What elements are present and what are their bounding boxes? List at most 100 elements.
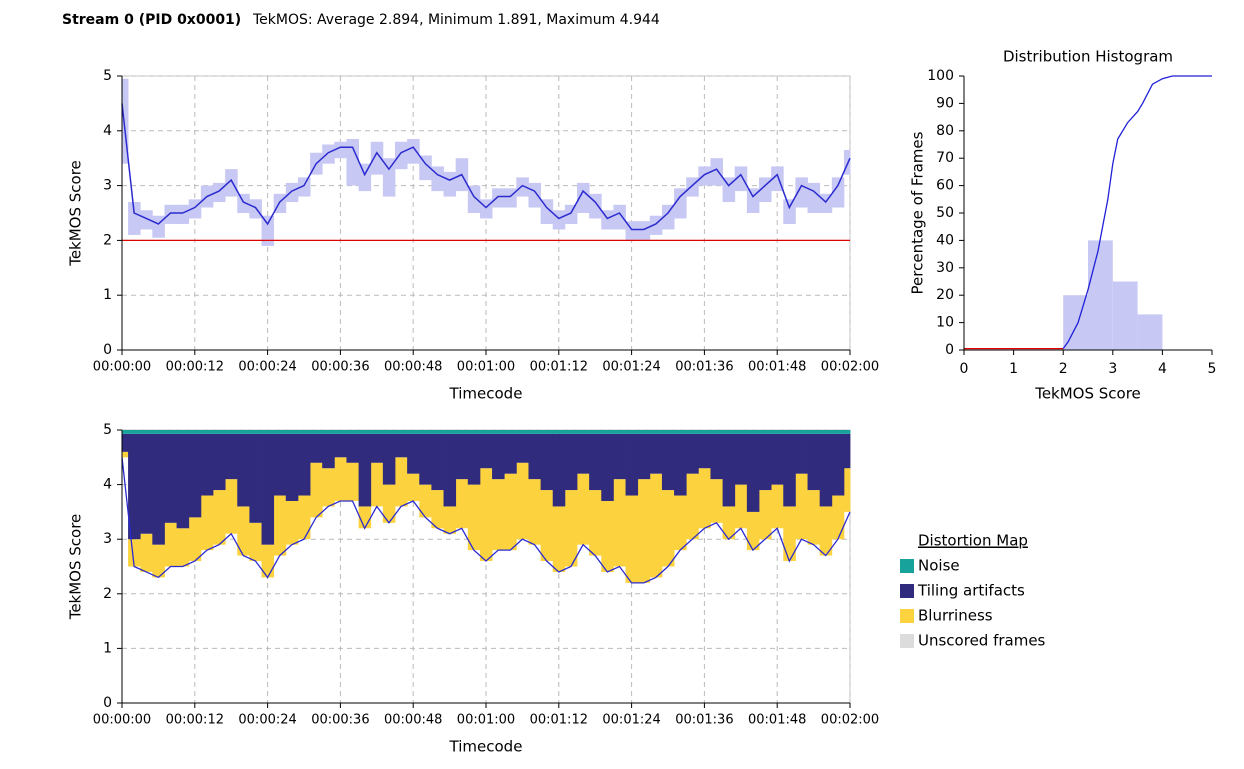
area-segment	[540, 430, 554, 434]
marks	[121, 78, 851, 246]
y-tick-label: 100	[927, 68, 954, 84]
area-segment	[297, 430, 311, 434]
area-segment	[589, 490, 602, 556]
range-band	[613, 204, 626, 230]
area-segment	[395, 433, 408, 458]
area-segment	[819, 506, 833, 556]
y-tick-label: 40	[936, 232, 954, 248]
range-band	[577, 182, 590, 213]
area-segment	[552, 430, 566, 434]
axes: 0 10 20 30 40 50 60 70 80 90 100 0 1 2 3 4 5 TekMOS Score…	[909, 48, 1217, 403]
legend-label: Blurriness	[918, 607, 993, 625]
area-segment	[771, 433, 784, 485]
area-segment	[188, 517, 202, 562]
area-segment	[649, 473, 663, 578]
histogram-bar	[1137, 314, 1163, 350]
area-segment	[213, 433, 226, 491]
area-segment	[661, 490, 675, 567]
range-band	[637, 221, 651, 241]
area-segment	[122, 451, 129, 458]
area-segment	[322, 433, 335, 469]
x-tick-label: 00:01:24	[602, 360, 660, 375]
x-tick-label: 00:00:36	[311, 713, 369, 728]
area-segment	[613, 430, 626, 434]
y-tick-label: 2	[103, 232, 112, 248]
area-segment	[176, 433, 190, 529]
area-segment	[152, 433, 165, 545]
area-segment	[734, 484, 748, 529]
area-segment	[188, 430, 202, 434]
score-outline	[121, 457, 851, 584]
range-band	[334, 141, 347, 159]
area-segment	[674, 433, 687, 496]
area-segment	[225, 433, 238, 480]
area-segment	[759, 433, 772, 491]
x-tick-label: 4	[1158, 361, 1167, 377]
area-segment	[661, 430, 675, 434]
legend-swatch	[900, 634, 914, 648]
x-tick-label: 00:02:00	[821, 360, 879, 375]
area-segment	[322, 430, 335, 434]
x-tick-label: 00:00:00	[93, 360, 151, 375]
x-tick-label: 00:00:12	[166, 713, 224, 728]
area-segment	[370, 462, 384, 507]
area-segment	[407, 433, 420, 474]
area-segment	[479, 433, 493, 469]
area-segment	[467, 433, 481, 485]
area-segment	[746, 511, 760, 551]
range-band	[807, 182, 821, 213]
stream-label: Stream 0 (PID 0x0001)	[62, 12, 241, 28]
area-segment	[382, 484, 396, 523]
marks	[964, 75, 1212, 350]
range-band	[419, 155, 432, 181]
area-segment	[783, 506, 796, 562]
area-segment	[346, 430, 359, 434]
area-segment	[334, 430, 347, 434]
area-segment	[419, 433, 432, 485]
histogram-bar	[1088, 240, 1113, 350]
legend-label: Noise	[918, 557, 960, 575]
area-segment	[122, 430, 129, 434]
y-tick-label: 50	[936, 205, 954, 221]
histogram-bar	[1112, 281, 1138, 350]
area-segment	[734, 430, 748, 434]
area-segment	[759, 430, 772, 434]
area-segment	[504, 473, 517, 551]
y-axis-label: Percentage of Frames	[909, 131, 927, 294]
area-segment	[637, 479, 651, 583]
area-segment	[698, 433, 711, 469]
area-segment	[346, 462, 359, 501]
area-segment	[819, 433, 833, 507]
area-segment	[261, 430, 275, 434]
area-segment	[200, 430, 214, 434]
area-segment	[407, 473, 420, 501]
x-axis-label: TekMOS Score	[1034, 385, 1141, 403]
area-segment	[722, 430, 736, 434]
y-tick-label: 3	[103, 531, 112, 547]
area-segment	[613, 433, 626, 480]
area-segment	[237, 433, 250, 507]
x-tick-label: 00:00:24	[238, 360, 296, 375]
area-segment	[395, 457, 408, 507]
range-band	[346, 139, 359, 186]
area-segment	[564, 490, 578, 567]
x-tick-label: 00:02:00	[821, 713, 879, 728]
area-segment	[310, 462, 323, 518]
x-tick-label: 00:01:12	[530, 713, 588, 728]
area-segment	[686, 433, 699, 474]
area-segment	[698, 430, 711, 434]
range-band	[552, 210, 566, 230]
area-segment	[200, 495, 214, 551]
area-segment	[795, 473, 808, 540]
area-segment	[540, 490, 554, 562]
area-segment	[807, 490, 821, 545]
area-segment	[122, 433, 129, 452]
area-segment	[358, 430, 372, 434]
area-segment	[807, 430, 821, 434]
y-tick-label: 10	[936, 315, 954, 331]
area-segment	[358, 433, 372, 507]
area-segment	[273, 495, 287, 556]
area-segment	[370, 430, 384, 434]
area-segment	[771, 430, 784, 434]
y-tick-label: 80	[936, 123, 954, 139]
